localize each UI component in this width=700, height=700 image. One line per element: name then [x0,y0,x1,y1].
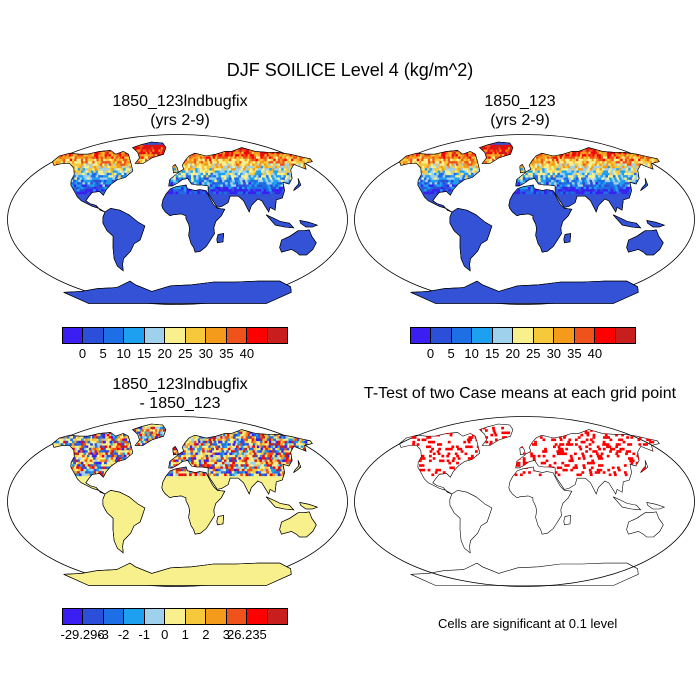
colorbar-case-box [143,327,165,344]
colorbar-diff-label: 2 [202,627,210,642]
colorbar-diff: -29.296 -3 -2 -1 0 1 2 3 26.235 [60,608,288,648]
colorbar-case-label: 20 [157,346,172,361]
main-title: DJF SOILICE Level 4 (kg/m^2) [226,60,474,80]
colorbar-case-box [246,327,267,344]
colorbar-ref-label: 10 [464,346,479,361]
colorbar-diff-label: -29.296 [60,627,105,642]
colorbar-case-box [82,327,103,344]
colorbar-case-box [123,327,144,344]
panel-title-diff-line2: - 1850_123 [139,395,221,412]
colorbar-diff-box [246,608,267,625]
panel-title-ref-line2: (yrs 2-9) [490,112,550,129]
colorbar-ref-label: 25 [526,346,541,361]
colorbar-diff-label: 1 [181,627,189,642]
colorbar-diff-label: 26.235 [227,627,267,642]
land-africa [508,466,573,535]
colorbar-case-label: 25 [178,346,193,361]
map-case [7,134,348,305]
land-japan [640,460,649,473]
colorbar-diff-box [266,608,288,625]
panel-title-ref: 1850_123 (yrs 2-9) [360,92,680,130]
colorbar-ref-box [512,327,533,344]
colorbar-ref-label: 30 [546,346,562,361]
colorbar-ref-box [450,327,472,344]
colorbar-ref-box [532,327,554,344]
colorbar-ref-box [553,327,574,344]
colorbar-case-label: 15 [136,346,152,361]
colorbar-diff-box [225,608,247,625]
colorbar-ref-label: 35 [567,346,582,361]
panel-title-case-line1: 1850_123lndbugfix [112,93,248,110]
colorbar-case-box [62,327,83,344]
colorbar-ref-box [614,327,636,344]
colorbar-case-box [102,327,124,344]
colorbar-diff-box [123,608,144,625]
colorbar-case-box [205,327,226,344]
colorbar-ref-boxes [410,327,636,344]
map-ttest [354,416,695,587]
colorbar-diff-label: -1 [138,627,150,642]
colorbar-case-label: 0 [78,346,87,361]
land-greenland [479,423,514,446]
colorbar-ref-label: 20 [505,346,520,361]
colorbar-case: 0 5 10 15 20 25 30 35 40 [62,327,288,367]
colorbar-diff-box [102,608,124,625]
panel-title-diff: 1850_123lndbugfix - 1850_123 [20,375,340,413]
panel-title-diff-line1: 1850_123lndbugfix [112,376,248,393]
colorbar-ref-box [471,327,492,344]
colorbar-ref-box [491,327,513,344]
land-antarctica [410,562,639,586]
land-eurasia [515,429,660,495]
land-madagascar [563,515,572,526]
colorbar-diff-box [184,608,206,625]
land-northamerica [399,432,481,495]
colorbar-ref-label: 0 [426,346,435,361]
panel-title-case: 1850_123lndbugfix (yrs 2-9) [20,92,340,130]
land-indonesia [612,496,642,511]
colorbar-diff-boxes [62,608,288,625]
colorbar-ref: 0 5 10 15 20 25 30 35 40 [410,327,636,367]
colorbar-ref-box [430,327,451,344]
colorbar-ref-label: 5 [447,346,455,361]
panel-title-ref-line1: 1850_123 [484,93,556,110]
colorbar-diff-label: 0 [161,627,169,642]
colorbar-case-boxes [62,327,288,344]
colorbar-case-label: 40 [239,346,255,361]
colorbar-diff-label: -3 [97,627,109,642]
colorbar-ref-box [594,327,615,344]
colorbar-case-box [266,327,288,344]
panel-title-case-line2: (yrs 2-9) [150,112,210,129]
colorbar-diff-box [62,608,83,625]
land-australia [626,511,664,538]
colorbar-diff-box [82,608,103,625]
colorbar-case-box [184,327,206,344]
land-newguinea [646,502,666,510]
significance-note: Cells are significant at 0.1 level [438,616,618,631]
colorbar-ref-label: 15 [484,346,500,361]
colorbar-case-label: 30 [198,346,214,361]
colorbar-case-label: 5 [99,346,107,361]
colorbar-diff-box [164,608,185,625]
globe-outline [354,416,695,587]
colorbar-case-box [225,327,247,344]
colorbar-diff-label: -2 [117,627,130,642]
colorbar-case-label: 10 [116,346,131,361]
colorbar-diff-label: 3 [222,627,230,642]
colorbar-ref-box [573,327,595,344]
colorbar-case-box [164,327,185,344]
colorbar-diff-box [143,608,165,625]
panel-title-ttest: T-Test of two Case means at each grid po… [340,384,700,403]
colorbar-ref-box [410,327,431,344]
map-diff [7,416,348,587]
map-ref [354,134,695,305]
colorbar-diff-box [205,608,226,625]
colorbar-case-label: 35 [219,346,234,361]
colorbar-ref-label: 40 [587,346,603,361]
land-southamerica [449,489,493,554]
panel-title-ttest-line1: T-Test of two Case means at each grid po… [363,385,677,402]
